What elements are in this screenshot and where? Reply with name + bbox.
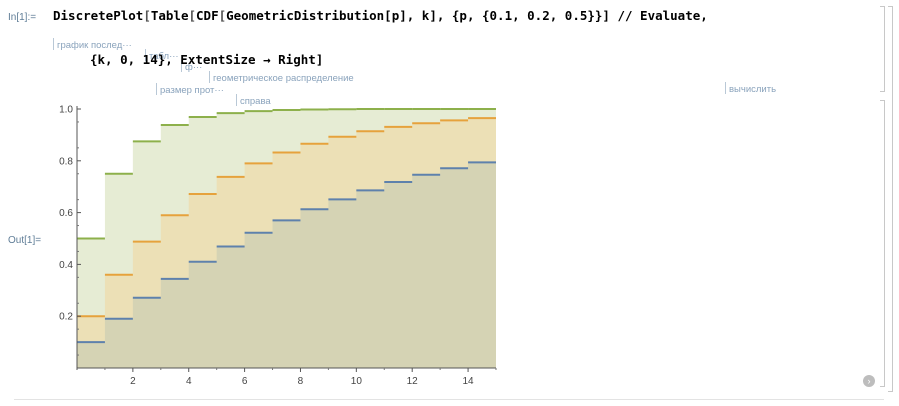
- y-tick-label: 0.2: [59, 312, 73, 323]
- input-label: In[1]:=: [8, 12, 37, 23]
- table-function: Table: [150, 8, 189, 23]
- bracket-open: [: [143, 8, 151, 23]
- geometric-distribution-function: GeometricDistribution: [226, 8, 385, 23]
- x-tick-label: 6: [242, 376, 248, 387]
- group-cell-bracket[interactable]: [888, 6, 893, 392]
- hint-geometric: геометрическое распределение: [209, 71, 354, 84]
- hint-row-2: размер прот··· справа: [156, 72, 271, 107]
- x-tick-label: 8: [298, 376, 304, 387]
- hint-evaluate: вычислить: [725, 82, 776, 95]
- cdf-function: CDF: [196, 8, 219, 23]
- x-tick-label: 10: [351, 376, 363, 387]
- output-cell-bracket[interactable]: [880, 100, 885, 387]
- x-tick-label: 4: [186, 376, 192, 387]
- y-tick-label: 1.0: [59, 105, 73, 116]
- x-tick-label: 12: [407, 376, 419, 387]
- y-tick-label: 0.8: [59, 156, 73, 167]
- x-tick-label: 14: [463, 376, 475, 387]
- cell-divider: [14, 399, 884, 400]
- cell-insertion-icon[interactable]: ›: [863, 375, 875, 387]
- code-arguments: [p], k], {p, {0.1, 0.2, 0.5}}] // Evalua…: [384, 8, 708, 23]
- hint-row-1: график послед··· табл··· ф··· геометриче…: [53, 27, 776, 95]
- y-tick-label: 0.4: [59, 260, 73, 271]
- hint-extentsize: размер прот···: [156, 83, 224, 96]
- hint-right: справа: [236, 94, 271, 107]
- x-tick-label: 2: [130, 376, 136, 387]
- input-code-line-2[interactable]: {k, 0, 14}, ExtentSize → Right]: [90, 52, 324, 67]
- y-tick-label: 0.6: [59, 208, 73, 219]
- hint-table: табл···: [145, 49, 179, 62]
- bracket-open: [: [188, 8, 197, 23]
- discreteplot-function: DiscretePlot: [53, 8, 144, 23]
- input-code-line-1[interactable]: DiscretePlot[Table[CDF[GeometricDistribu…: [53, 8, 708, 23]
- output-label: Out[1]=: [8, 235, 42, 246]
- input-cell-bracket[interactable]: [880, 6, 885, 92]
- series-fill-0: [77, 162, 496, 368]
- hint-discreteplot: график послед···: [53, 38, 132, 51]
- hint-cdf: ф···: [181, 60, 202, 73]
- bracket-open: [: [218, 8, 227, 23]
